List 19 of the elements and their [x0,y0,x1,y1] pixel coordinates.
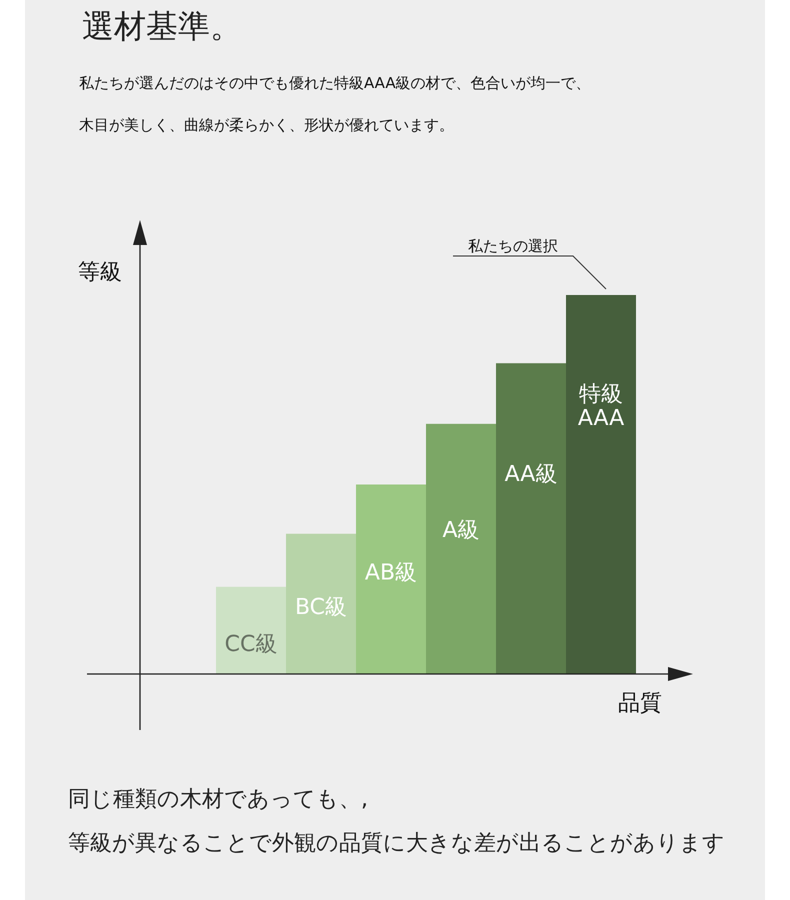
bar [286,534,356,674]
annotation: 私たちの選択 [468,237,558,255]
text: 等級が異なることで外観の品質に大きな差が出ることがあります [68,831,725,856]
x-tick-label: AB級 [364,560,418,586]
text: 私たちが選んだのはその中でも優れた特級AAA級の材で、色合いが均一で、木目が美しく、曲線が柔らかく、形状が優れています。 [79,74,591,134]
x-tick-label: CC級 [224,632,278,657]
x-tick-label: A級 [442,518,480,543]
x-axis-title: 品質 [618,691,662,716]
bar [356,484,426,674]
y-axis-title: 等級 [78,260,122,285]
x-tick-label: BC級 [294,594,348,620]
bar [566,295,636,674]
x-tick-label: AA級 [504,462,558,488]
chart-title: 選材基準。 [82,7,242,45]
bar [216,586,286,674]
text: 同じ種類の木材であっても、, [68,787,368,812]
bar [426,424,496,674]
x-tick-label: 特級AAA [578,382,624,431]
bar [496,363,566,674]
